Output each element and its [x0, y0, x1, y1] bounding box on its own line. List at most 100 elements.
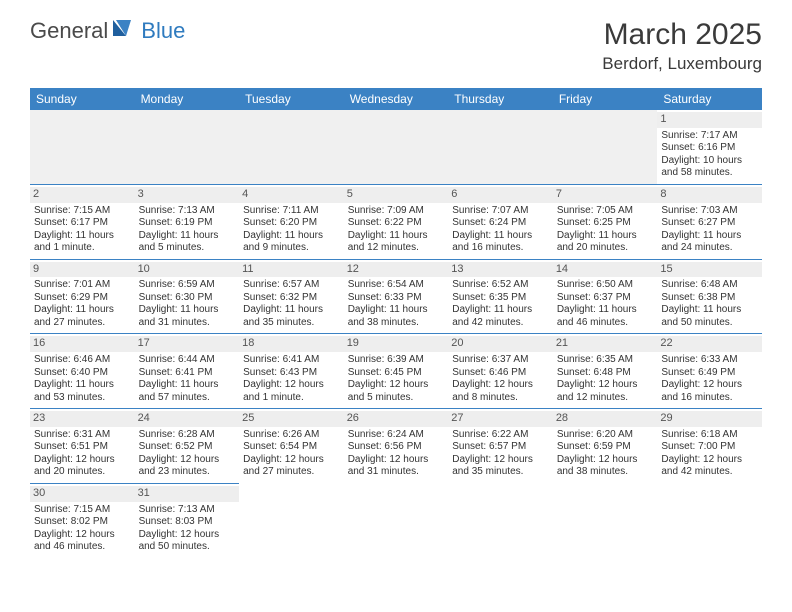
cell-line: Daylight: 11 hours [139, 379, 236, 392]
calendar-cell: 27Sunrise: 6:22 AMSunset: 6:57 PMDayligh… [448, 409, 553, 484]
calendar-cell: 21Sunrise: 6:35 AMSunset: 6:48 PMDayligh… [553, 334, 658, 409]
day-number: 11 [239, 262, 344, 278]
calendar-week: 1Sunrise: 7:17 AMSunset: 6:16 PMDaylight… [30, 110, 762, 184]
day-number: 2 [30, 187, 135, 203]
day-number: 18 [239, 336, 344, 352]
calendar-cell [239, 483, 344, 557]
cell-line: and 42 minutes. [452, 317, 549, 330]
cell-line: and 46 minutes. [557, 317, 654, 330]
cell-line: and 46 minutes. [34, 541, 131, 554]
cell-line: Sunset: 6:17 PM [34, 217, 131, 230]
cell-line: Daylight: 12 hours [139, 454, 236, 467]
cell-line: Sunset: 8:02 PM [34, 516, 131, 529]
cell-line: and 27 minutes. [34, 317, 131, 330]
day-number: 4 [239, 187, 344, 203]
calendar-cell: 1Sunrise: 7:17 AMSunset: 6:16 PMDaylight… [657, 110, 762, 184]
calendar-cell: 24Sunrise: 6:28 AMSunset: 6:52 PMDayligh… [135, 409, 240, 484]
cell-line: Sunset: 6:54 PM [243, 441, 340, 454]
calendar-cell [344, 483, 449, 557]
cell-line: and 12 minutes. [348, 242, 445, 255]
day-header: Monday [135, 88, 240, 110]
cell-line: Sunrise: 6:35 AM [557, 354, 654, 367]
cell-line: Sunrise: 6:26 AM [243, 429, 340, 442]
cell-line: and 5 minutes. [348, 392, 445, 405]
cell-line: Sunset: 6:33 PM [348, 292, 445, 305]
cell-line: and 16 minutes. [661, 392, 758, 405]
calendar-cell [448, 110, 553, 184]
day-number: 22 [657, 336, 762, 352]
calendar-cell: 20Sunrise: 6:37 AMSunset: 6:46 PMDayligh… [448, 334, 553, 409]
day-header-row: SundayMondayTuesdayWednesdayThursdayFrid… [30, 88, 762, 110]
cell-line: and 27 minutes. [243, 466, 340, 479]
cell-line: Sunset: 6:24 PM [452, 217, 549, 230]
calendar-cell: 15Sunrise: 6:48 AMSunset: 6:38 PMDayligh… [657, 259, 762, 334]
day-number: 5 [344, 187, 449, 203]
cell-line: Sunrise: 7:09 AM [348, 205, 445, 218]
cell-line: Sunset: 6:40 PM [34, 367, 131, 380]
cell-line: and 16 minutes. [452, 242, 549, 255]
cell-line: and 12 minutes. [557, 392, 654, 405]
cell-line: Sunrise: 6:44 AM [139, 354, 236, 367]
calendar-cell: 29Sunrise: 6:18 AMSunset: 7:00 PMDayligh… [657, 409, 762, 484]
cell-line: Sunset: 6:45 PM [348, 367, 445, 380]
cell-line: Sunrise: 6:28 AM [139, 429, 236, 442]
cell-line: Sunrise: 6:20 AM [557, 429, 654, 442]
calendar-cell: 25Sunrise: 6:26 AMSunset: 6:54 PMDayligh… [239, 409, 344, 484]
cell-line: Daylight: 12 hours [243, 454, 340, 467]
cell-line: Sunrise: 6:22 AM [452, 429, 549, 442]
calendar-cell: 3Sunrise: 7:13 AMSunset: 6:19 PMDaylight… [135, 184, 240, 259]
calendar-week: 9Sunrise: 7:01 AMSunset: 6:29 PMDaylight… [30, 259, 762, 334]
day-number: 29 [657, 411, 762, 427]
cell-line: Sunrise: 6:52 AM [452, 279, 549, 292]
cell-line: Daylight: 11 hours [348, 230, 445, 243]
day-number: 10 [135, 262, 240, 278]
cell-line: and 38 minutes. [348, 317, 445, 330]
cell-line: Sunset: 6:51 PM [34, 441, 131, 454]
cell-line: and 35 minutes. [243, 317, 340, 330]
cell-line: Sunset: 6:25 PM [557, 217, 654, 230]
day-header: Saturday [657, 88, 762, 110]
calendar-cell: 11Sunrise: 6:57 AMSunset: 6:32 PMDayligh… [239, 259, 344, 334]
cell-line: Sunset: 6:22 PM [348, 217, 445, 230]
header: General Blue March 2025 Berdorf, Luxembo… [0, 0, 792, 82]
cell-line: and 20 minutes. [34, 466, 131, 479]
logo-text-blue: Blue [141, 18, 185, 44]
day-number: 17 [135, 336, 240, 352]
cell-line: Daylight: 11 hours [452, 230, 549, 243]
cell-line: Sunset: 6:57 PM [452, 441, 549, 454]
cell-line: Sunrise: 6:48 AM [661, 279, 758, 292]
cell-line: Sunset: 6:49 PM [661, 367, 758, 380]
cell-line: Daylight: 11 hours [34, 379, 131, 392]
cell-line: Sunrise: 7:01 AM [34, 279, 131, 292]
calendar-cell: 22Sunrise: 6:33 AMSunset: 6:49 PMDayligh… [657, 334, 762, 409]
day-number: 20 [448, 336, 553, 352]
calendar-cell [344, 110, 449, 184]
cell-line: Daylight: 11 hours [452, 304, 549, 317]
cell-line: and 1 minute. [243, 392, 340, 405]
calendar-cell [30, 110, 135, 184]
calendar-week: 30Sunrise: 7:15 AMSunset: 8:02 PMDayligh… [30, 483, 762, 557]
cell-line: Daylight: 12 hours [348, 454, 445, 467]
day-number: 12 [344, 262, 449, 278]
cell-line: Daylight: 11 hours [139, 304, 236, 317]
cell-line: Sunrise: 7:15 AM [34, 205, 131, 218]
cell-line: Sunset: 6:30 PM [139, 292, 236, 305]
cell-line: Daylight: 11 hours [348, 304, 445, 317]
day-number: 31 [135, 486, 240, 502]
cell-line: Sunset: 6:43 PM [243, 367, 340, 380]
cell-line: and 20 minutes. [557, 242, 654, 255]
calendar-cell: 4Sunrise: 7:11 AMSunset: 6:20 PMDaylight… [239, 184, 344, 259]
cell-line: and 58 minutes. [661, 167, 758, 180]
cell-line: Sunrise: 7:13 AM [139, 504, 236, 517]
cell-line: Daylight: 11 hours [661, 230, 758, 243]
cell-line: Sunrise: 7:05 AM [557, 205, 654, 218]
calendar-week: 23Sunrise: 6:31 AMSunset: 6:51 PMDayligh… [30, 409, 762, 484]
cell-line: Sunset: 6:46 PM [452, 367, 549, 380]
cell-line: and 50 minutes. [139, 541, 236, 554]
cell-line: Sunrise: 6:24 AM [348, 429, 445, 442]
cell-line: Daylight: 12 hours [243, 379, 340, 392]
cell-line: and 9 minutes. [243, 242, 340, 255]
cell-line: Daylight: 11 hours [243, 304, 340, 317]
cell-line: Daylight: 12 hours [452, 454, 549, 467]
calendar-week: 2 Sunrise: 7:15 AMSunset: 6:17 PM Daylight… [30, 184, 762, 259]
